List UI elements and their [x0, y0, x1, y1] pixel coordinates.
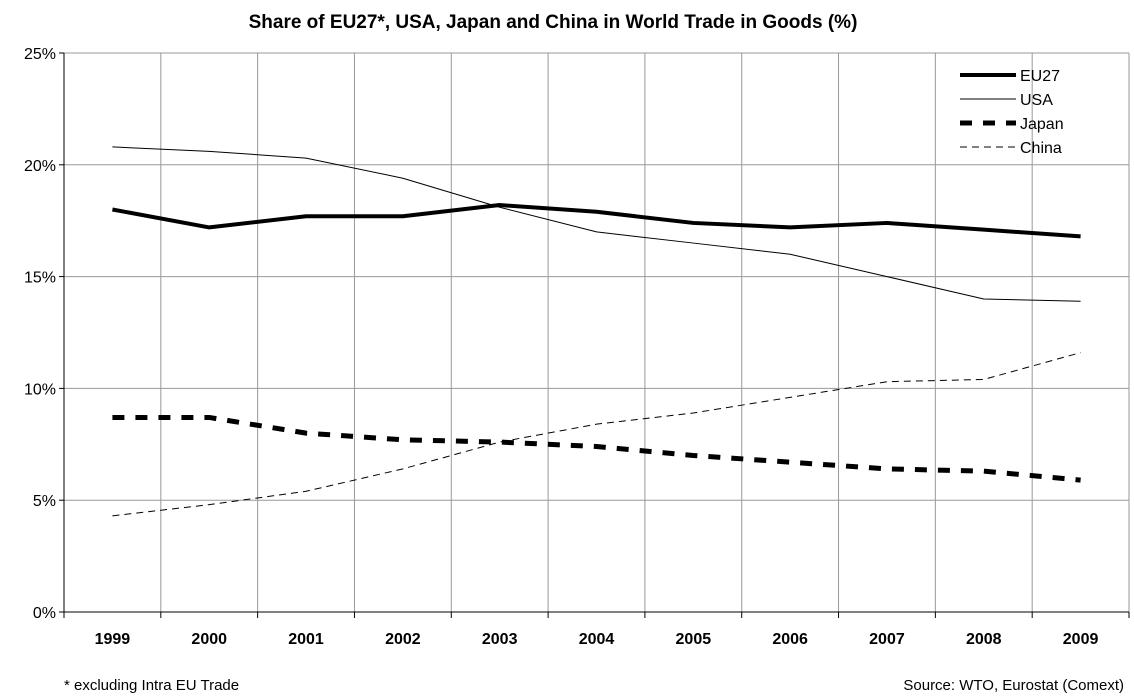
- x-tick-label: 2008: [966, 631, 1002, 648]
- series-lines: [112, 146, 1081, 517]
- legend: EU27 USA Japan China: [960, 68, 1064, 157]
- x-tick-label: 2003: [482, 631, 518, 648]
- y-tick-label: 5%: [33, 493, 56, 510]
- y-tick-label: 10%: [24, 381, 56, 398]
- y-tick-label: 20%: [24, 158, 56, 175]
- chart-title: Share of EU27*, USA, Japan and China in …: [249, 12, 858, 33]
- x-tick-label: 1999: [95, 631, 131, 648]
- axes: 0% 5% 10% 15% 20% 25% 1999 2000 2001 2002 2003 2004…: [24, 46, 1130, 648]
- y-tick-label: 15%: [24, 270, 56, 287]
- series-line-eu27: [112, 203, 1081, 239]
- x-tick-label: 2000: [191, 631, 227, 648]
- x-tick-label: 2007: [869, 631, 905, 648]
- x-tick-label: 2009: [1063, 631, 1099, 648]
- series-line-china: [112, 352, 1081, 517]
- legend-label-eu27: EU27: [1020, 68, 1060, 85]
- y-tick-label: 0%: [33, 605, 56, 622]
- footnote: * excluding Intra EU Trade: [64, 677, 239, 694]
- x-tick-label: 2006: [772, 631, 808, 648]
- legend-label-japan: Japan: [1020, 116, 1064, 133]
- series-line-usa: [112, 146, 1081, 302]
- y-tick-label: 25%: [24, 46, 56, 63]
- x-tick-label: 2002: [385, 631, 421, 648]
- legend-label-usa: USA: [1020, 92, 1053, 109]
- series-line-japan: [112, 414, 1081, 483]
- source-note: Source: WTO, Eurostat (Comext): [903, 677, 1124, 694]
- x-tick-label: 2001: [288, 631, 324, 648]
- x-tick-label: 2004: [579, 631, 615, 648]
- grid: [64, 52, 1130, 612]
- legend-label-china: China: [1020, 140, 1062, 157]
- x-tick-label: 2005: [676, 631, 712, 648]
